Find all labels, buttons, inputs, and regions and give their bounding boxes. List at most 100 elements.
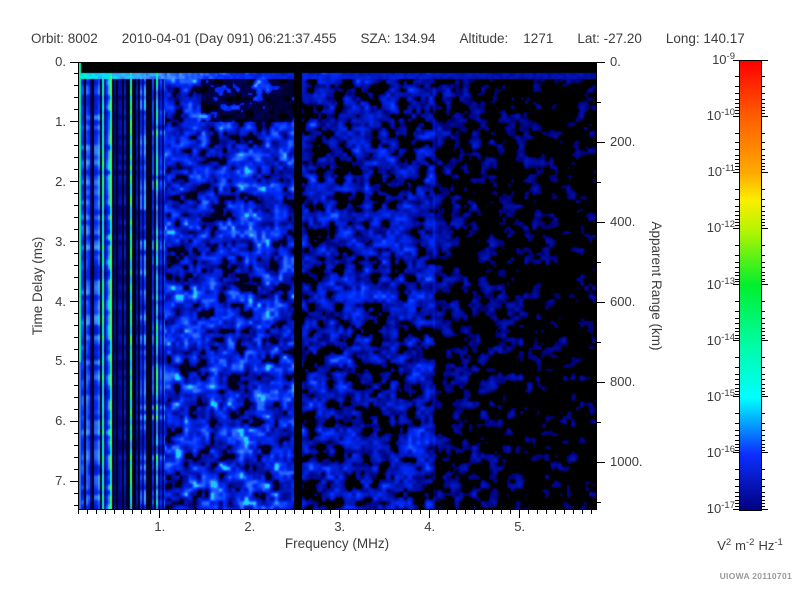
y-left-minor-tick [74,265,78,267]
y-left-major-tick [70,301,78,303]
colorbar-minor-tick-right [761,225,765,227]
x-minor-tick [591,510,593,514]
longitude-field: Long: 140.17 [665,31,745,46]
y-left-tick-label: 2. [55,173,66,189]
x-minor-tick [276,510,278,514]
colorbar-minor-tick-right [761,278,765,280]
x-minor-tick [438,510,440,514]
x-minor-tick [330,510,332,514]
colorbar-minor-tick-right [761,317,765,319]
x-tick-label: 1. [154,519,166,534]
colorbar-minor-tick-right [761,327,765,329]
y-left-major-tick [70,480,78,482]
colorbar-tick-label: 10-11 [707,163,736,180]
header-status-line: Orbit: 8002 2010-04-01 (Day 091) 06:21:3… [31,31,745,46]
y-left-major-tick [70,360,78,362]
credit-watermark: UIOWA 20110701 [719,571,792,581]
x-minor-tick [123,510,125,514]
colorbar-minor-tick-left [735,323,739,325]
colorbar-minor-tick-left [735,76,739,78]
colorbar-minor-tick-left [735,110,739,112]
colorbar-minor-tick-right [761,443,765,445]
spectrogram-canvas [78,62,597,510]
colorbar-minor-tick-right [761,205,765,207]
y-left-minor-tick [74,205,78,207]
colorbar-major-tick-right [761,59,768,61]
colorbar-minor-tick-right [761,469,765,471]
y-left-minor-tick [74,97,78,99]
colorbar-minor-tick-left [735,423,739,425]
colorbar-minor-tick-right [761,334,765,336]
colorbar-tick-label: 10-13 [706,275,735,292]
x-minor-tick [150,510,152,514]
colorbar-minor-tick-left [735,499,739,501]
orbit-field: Orbit: 8002 [31,31,98,46]
y-left-tick-label: 3. [55,233,66,249]
x-minor-tick [168,510,170,514]
x-minor-tick [492,510,494,514]
colorbar-tick-label: 10-15 [706,387,735,404]
colorbar-minor-tick-right [761,169,765,171]
colorbar-minor-tick-left [735,142,739,144]
colorbar-minor-tick-left [735,366,739,368]
colorbar-minor-tick-right [761,505,765,507]
colorbar-minor-tick-left [735,373,739,375]
colorbar-minor-tick-left [735,215,739,217]
colorbar-major-tick-right [761,452,768,454]
colorbar-minor-tick-right [761,449,765,451]
x-tick-label: 5. [514,519,526,534]
x-minor-tick [546,510,548,514]
colorbar-minor-tick-right [761,383,765,385]
x-minor-tick [258,510,260,514]
colorbar-minor-tick-right [761,76,765,78]
colorbar-minor-tick-right [761,300,765,302]
colorbar-minor-tick-left [735,86,739,88]
x-major-tick [519,510,521,518]
colorbar-minor-tick-right [761,166,765,168]
colorbar-minor-tick-left [735,357,739,359]
colorbar-major-tick-right [761,227,768,229]
colorbar-minor-tick-right [761,393,765,395]
colorbar-minor-tick-right [761,215,765,217]
x-axis-label: Frequency (MHz) [284,536,390,551]
colorbar-tick-label: 10-17 [706,500,735,516]
y-right-tick-label: 400. [610,214,636,229]
colorbar-minor-tick-left [735,317,739,319]
colorbar-major-tick-left [733,227,739,229]
y-left-minor-tick [74,313,78,315]
y-left-minor-tick [74,348,78,350]
colorbar-minor-tick-right [761,491,765,493]
y-left-minor-tick [74,492,78,494]
y-right-minor-tick [597,341,601,343]
colorbar-major-tick-right [761,340,768,342]
colorbar-minor-tick-left [735,188,739,190]
y-left-tick-label: 4. [55,293,66,309]
x-minor-tick [222,510,224,514]
y-left-minor-tick [74,384,78,386]
colorbar-minor-tick-right [761,446,765,448]
y-right-major-tick [597,221,605,223]
colorbar-minor-tick-right [761,479,765,481]
colorbar-tick-label: 10-9 [712,51,735,67]
colorbar-minor-tick-right [761,86,765,88]
x-minor-tick [402,510,404,514]
colorbar-tick-label: 10-10 [706,107,735,124]
colorbar-minor-tick-right [761,323,765,325]
y-left-minor-tick [74,85,78,87]
x-minor-tick [213,510,215,514]
x-minor-tick [132,510,134,514]
colorbar-minor-tick-left [735,331,739,333]
y-left-tick-label: 6. [55,413,66,429]
x-major-tick [159,510,161,518]
x-major-tick [429,510,431,518]
x-minor-tick [96,510,98,514]
colorbar-minor-tick-left [735,379,739,381]
colorbar-minor-tick-right [761,435,765,437]
y-left-major-tick [70,121,78,123]
colorbar-minor-tick-right [761,413,765,415]
colorbar-minor-tick-right [761,210,765,212]
y-left-minor-tick [74,145,78,147]
colorbar-minor-tick-right [761,373,765,375]
altitude-field: Altitude: 1271 [459,31,554,46]
